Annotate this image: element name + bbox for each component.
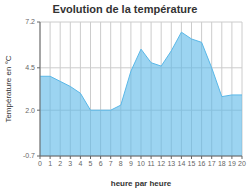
svg-text:2.0: 2.0 [25, 107, 35, 114]
svg-text:heure par heure: heure par heure [111, 179, 172, 188]
svg-text:4.5: 4.5 [25, 64, 35, 71]
svg-text:14: 14 [178, 160, 186, 167]
svg-text:4: 4 [78, 160, 82, 167]
svg-text:16: 16 [198, 160, 206, 167]
svg-text:1: 1 [48, 160, 52, 167]
svg-text:5: 5 [89, 160, 93, 167]
svg-text:-0.7: -0.7 [23, 152, 35, 159]
svg-text:13: 13 [167, 160, 175, 167]
svg-text:Température en °C: Température en °C [4, 55, 13, 122]
svg-text:15: 15 [188, 160, 196, 167]
svg-text:0: 0 [38, 160, 42, 167]
html-text:Evolution de la température: Evolution de la température [52, 3, 198, 15]
svg-text:7: 7 [109, 160, 113, 167]
svg-text:6: 6 [99, 160, 103, 167]
svg-text:10: 10 [137, 160, 145, 167]
svg-text:9: 9 [129, 160, 133, 167]
svg-text:7.2: 7.2 [25, 18, 35, 25]
svg-text:8: 8 [119, 160, 123, 167]
svg-text:20: 20 [238, 160, 246, 167]
svg-text:11: 11 [147, 160, 154, 167]
svg-text:2: 2 [58, 160, 62, 167]
svg-text:3: 3 [68, 160, 72, 167]
svg-text:17: 17 [208, 160, 216, 167]
svg-text:12: 12 [157, 160, 165, 167]
svg-text:18: 18 [218, 160, 226, 167]
svg-text:19: 19 [228, 160, 236, 167]
